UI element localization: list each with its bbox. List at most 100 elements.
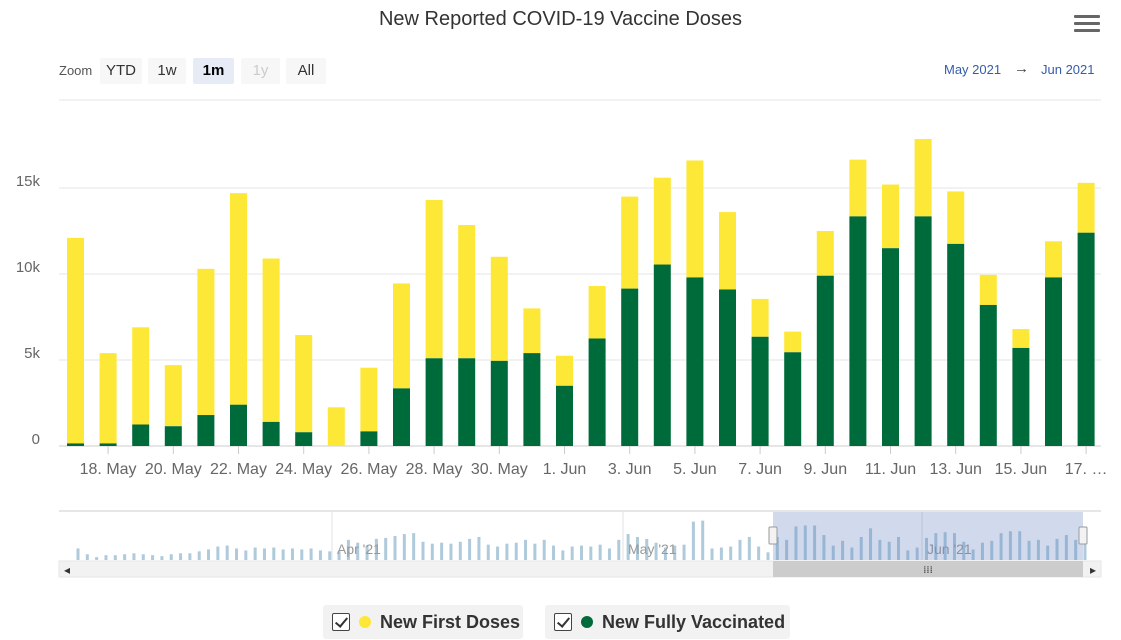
navigator-bar (477, 536, 481, 560)
bar-fully-vaccinated (556, 385, 573, 446)
bar-fully-vaccinated (197, 415, 215, 446)
bar-fully-vaccinated (588, 338, 606, 446)
navigator-bar (179, 553, 183, 560)
zoom-1m-button[interactable]: 1m (193, 58, 234, 84)
x-tick-label: 28. May (406, 461, 463, 478)
navigator-bar (440, 542, 444, 560)
navigator-bar (356, 542, 360, 560)
bar-fully-vaccinated (784, 352, 802, 446)
navigator-bar (542, 539, 546, 560)
navigator-bar (328, 551, 332, 560)
bar-fully-vaccinated (425, 358, 443, 446)
bar-first-doses (914, 138, 932, 217)
navigator-bar (673, 545, 677, 560)
navigator-bar (738, 539, 742, 560)
bar-fully-vaccinated (816, 275, 834, 446)
navigator-bar (1008, 531, 1012, 560)
navigator-bar (95, 557, 99, 560)
navigator-bar (486, 544, 490, 560)
x-tick-label: 1. Jun (543, 461, 587, 478)
navigator-handle-left (768, 526, 778, 545)
x-tick-label: 20. May (145, 461, 202, 478)
bar-fully-vaccinated (1012, 347, 1030, 446)
navigator-bar (402, 534, 406, 560)
navigator-bar (1046, 545, 1050, 560)
bar-fully-vaccinated (295, 432, 313, 446)
navigator-bar (290, 548, 294, 560)
bar-first-doses (816, 231, 834, 276)
bar-fully-vaccinated (164, 426, 182, 446)
bar-fully-vaccinated (653, 264, 671, 446)
range-from-date[interactable]: May 2021 (944, 62, 1002, 77)
bar-first-doses (849, 159, 867, 217)
bar-fully-vaccinated (719, 289, 736, 446)
bar-first-doses (327, 407, 345, 446)
navigator-bar (449, 543, 453, 560)
navigator-bar (691, 521, 695, 560)
bar-fully-vaccinated (393, 388, 410, 446)
bar-first-doses (490, 256, 508, 361)
navigator-bar (747, 536, 751, 560)
navigator-bar (710, 548, 714, 560)
menu-icon[interactable] (1074, 15, 1100, 35)
navigator-bar (635, 536, 639, 560)
bar-first-doses (425, 200, 443, 359)
legend-item-fully-vaccinated[interactable]: New Fully Vaccinated (545, 605, 790, 639)
navigator-bar (766, 552, 770, 560)
navigator-bar (262, 548, 266, 560)
navigator-bar (1036, 539, 1040, 560)
bar-fully-vaccinated (458, 358, 476, 446)
navigator-handle-right (1078, 526, 1088, 545)
checkbox-checked-icon[interactable] (554, 613, 572, 631)
bar-first-doses (588, 286, 606, 339)
zoom-ytd-button[interactable]: YTD (100, 58, 142, 84)
range-arrow-icon: → (1014, 60, 1029, 77)
bar-first-doses (686, 160, 704, 278)
scroll-right-arrow-icon: ▸ (1090, 563, 1096, 577)
navigator-bar (850, 547, 854, 560)
navigator-bar (300, 549, 304, 560)
bar-first-doses (360, 367, 378, 432)
navigator-bar (393, 536, 397, 560)
navigator-bar (943, 532, 947, 560)
navigator-bar (169, 554, 173, 560)
bar-fully-vaccinated (1045, 277, 1062, 446)
x-tick-label: 26. May (340, 461, 397, 478)
navigator-bar (617, 539, 621, 560)
range-to-date[interactable]: Jun 2021 (1041, 62, 1095, 77)
legend-label: New First Doses (380, 611, 521, 632)
navigator-bar (663, 547, 667, 560)
bar-first-doses (132, 327, 150, 425)
navigator-bar (757, 546, 761, 560)
chart-canvas: 0 5k 10k 15k 18. May 20. May 22. May 24. May 26… (16, 99, 1108, 578)
navigator-bar (803, 525, 807, 560)
scrollbar-thumb (773, 561, 1083, 577)
bar-first-doses (67, 237, 84, 444)
navigator-bar (859, 536, 863, 560)
navigator-bar (822, 535, 826, 560)
legend-label: New Fully Vaccinated (602, 611, 786, 632)
zoom-1w-button[interactable]: 1w (148, 58, 186, 84)
navigator-bar (552, 545, 556, 560)
navigator-bar (281, 549, 285, 560)
navigator-bar (1027, 540, 1031, 560)
navigator-bar (514, 542, 518, 560)
x-tick-label: 17. … (1065, 461, 1108, 478)
bar-first-doses (751, 298, 769, 337)
x-tick-label: 24. May (275, 461, 332, 478)
checkbox-checked-icon[interactable] (332, 613, 350, 631)
navigator-bar (225, 545, 229, 560)
bar-first-doses (719, 212, 736, 290)
legend-dot-icon (581, 616, 593, 628)
zoom-all-button[interactable]: All (286, 58, 326, 84)
navigator-bar (216, 546, 220, 560)
bar-fully-vaccinated (914, 216, 932, 446)
bar-fully-vaccinated (67, 443, 84, 446)
navigator-bar (104, 555, 108, 560)
legend-dot-icon (359, 616, 371, 628)
bar-first-doses (262, 258, 280, 422)
x-tick-label: 5. Jun (673, 461, 717, 478)
legend-item-first-doses[interactable]: New First Doses (323, 605, 523, 639)
navigator-bar (374, 538, 378, 560)
y-tick-label: 10k (16, 259, 41, 276)
